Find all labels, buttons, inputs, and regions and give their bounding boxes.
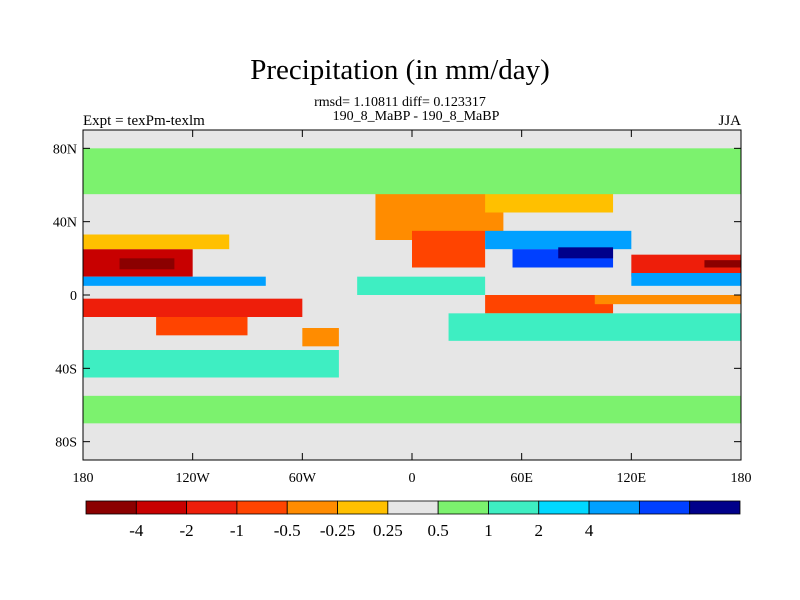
anomaly-region-2: [83, 234, 230, 250]
colorbar-swatch: [538, 500, 590, 515]
x-tick-label: 0: [409, 471, 416, 486]
colorbar-label: -2: [180, 521, 194, 540]
anomaly-region-16: [631, 273, 741, 286]
colorbar-swatch: [387, 500, 439, 515]
colorbar-swatch: [337, 500, 389, 515]
x-tick-label: 60E: [510, 471, 533, 486]
colorbar-swatch: [588, 500, 640, 515]
colorbar-swatch: [638, 500, 691, 515]
colorbar-swatch: [186, 500, 238, 515]
colorbar-swatch: [236, 500, 288, 515]
stats-text: rmsd= 1.10811 diff= 0.123317: [314, 95, 486, 110]
anomaly-region-8: [412, 230, 486, 268]
chart-subtitle: rmsd= 1.10811 diff= 0.123317 190_8_MaBP …: [0, 96, 800, 124]
runs-text: 190_8_MaBP - 190_8_MaBP: [332, 109, 500, 124]
anomaly-region-22: [357, 276, 486, 295]
colorbar-label: 4: [585, 521, 594, 540]
colorbar-label: -4: [129, 521, 144, 540]
anomaly-region-6: [302, 328, 339, 347]
anomaly-region-3: [83, 276, 266, 286]
anomaly-region-13: [558, 247, 614, 259]
anomaly-region-17: [594, 295, 741, 305]
anomaly-region-4: [83, 298, 303, 317]
chart-title: Precipitation (in mm/day): [250, 54, 550, 86]
y-tick-label: 80S: [55, 436, 77, 451]
colorbar-swatch: [488, 500, 540, 515]
colorbar-swatch: [286, 500, 338, 515]
x-tick-label: 180: [731, 471, 752, 486]
colorbar-swatch: [135, 500, 188, 515]
season-label: JJA: [718, 113, 741, 129]
anomaly-region-5: [156, 317, 248, 336]
y-tick-label: 0: [70, 289, 77, 304]
colorbar-label: -0.5: [274, 521, 301, 540]
anomaly-region-10: [485, 295, 614, 314]
colorbar-label: 1: [484, 521, 493, 540]
anomaly-region-18: [448, 313, 741, 341]
colorbar-swatch: [85, 500, 137, 515]
anomaly-region-15: [704, 260, 741, 268]
experiment-label: Expt = texPm-texlm: [83, 113, 205, 129]
y-tick-label: 40S: [55, 362, 77, 377]
colorbar-label: 0.25: [373, 521, 403, 540]
y-tick-label: 80N: [53, 142, 77, 157]
colorbar-swatch: [437, 500, 489, 515]
x-tick-label: 120E: [617, 471, 647, 486]
anomaly-region-11: [485, 230, 632, 250]
colorbar-swatch: [689, 500, 741, 515]
anomaly-region-20: [83, 395, 741, 424]
colorbar-label: 2: [535, 521, 544, 540]
anomaly-region-21: [83, 148, 741, 195]
colorbar-label: -1: [230, 521, 244, 540]
x-tick-label: 120W: [176, 471, 211, 486]
colorbar-label: -0.25: [320, 521, 355, 540]
x-tick-label: 60W: [289, 471, 317, 486]
y-tick-label: 40N: [53, 216, 77, 231]
anomaly-region-1: [119, 258, 175, 270]
colorbar-label: 0.5: [428, 521, 449, 540]
anomaly-region-19: [83, 350, 339, 378]
x-tick-label: 180: [73, 471, 94, 486]
